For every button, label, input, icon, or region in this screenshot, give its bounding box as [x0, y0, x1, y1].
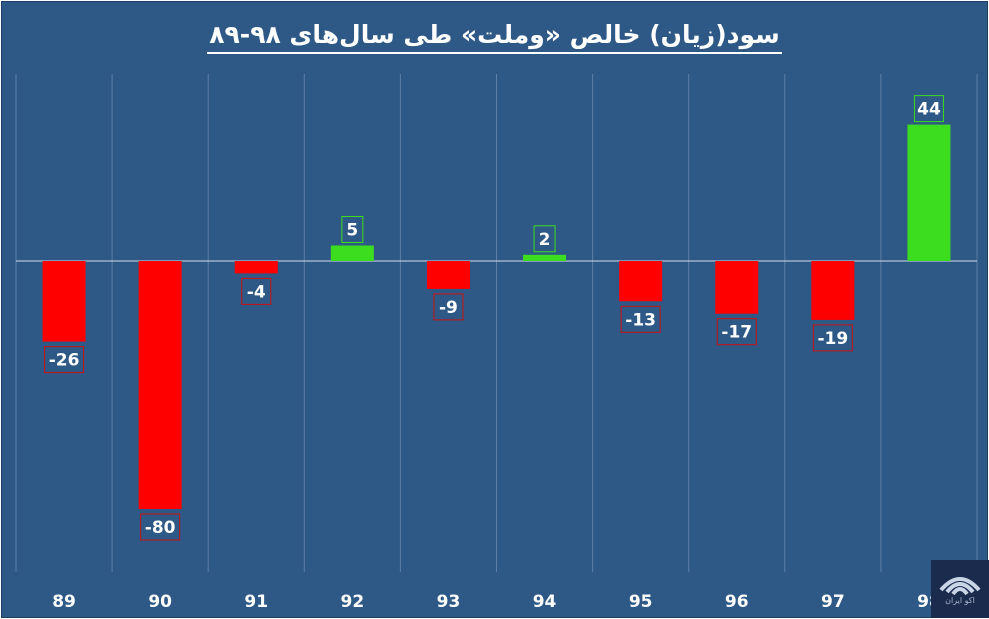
bar: [42, 261, 86, 342]
x-tick-label: 95: [629, 592, 653, 612]
data-label-box: [812, 324, 853, 352]
bar: [234, 261, 278, 274]
data-labels: -26 -80 -4 5 -9 2 -13 -17 -19 44: [44, 95, 944, 541]
x-tick-label: 90: [148, 592, 172, 612]
data-label: 2: [539, 230, 551, 250]
data-label-box: [620, 305, 661, 333]
bar: [907, 124, 951, 261]
x-tick-label: 93: [437, 592, 461, 612]
data-label: 5: [346, 221, 358, 241]
data-label: -13: [625, 310, 656, 330]
data-label-box: [44, 346, 85, 374]
data-label: 44: [917, 100, 941, 120]
data-label-box: [241, 277, 272, 305]
x-tick-label: 91: [244, 592, 268, 612]
data-label-box: [716, 318, 757, 346]
data-label: -19: [817, 329, 848, 349]
news-agency-logo-icon: [939, 577, 981, 596]
watermark-text: اکو ایران: [945, 596, 975, 605]
chart-title-container: سود(زیان) خالص «وملت» طی سال‌های ۹۸-۸۹: [2, 20, 987, 54]
x-tick-label: 92: [341, 592, 365, 612]
bar: [619, 261, 663, 302]
data-label-box: [140, 513, 181, 541]
data-label: -26: [49, 351, 80, 371]
data-label: -17: [721, 323, 752, 343]
watermark-logo: اکو ایران: [931, 560, 989, 618]
bar: [426, 261, 470, 289]
bar: [715, 261, 759, 314]
x-tick-label: 96: [725, 592, 749, 612]
bars: [42, 124, 951, 509]
chart-title: سود(زیان) خالص «وملت» طی سال‌های ۹۸-۸۹: [207, 20, 782, 54]
data-label-box: [433, 293, 464, 321]
data-label: -80: [145, 518, 176, 538]
data-label-box: [913, 95, 944, 123]
data-label-box: [533, 225, 556, 253]
x-axis-ticks: 89 90 91 92 93 94 95 96 97 98: [52, 592, 941, 612]
x-tick-label: 97: [821, 592, 845, 612]
data-label: -9: [439, 298, 458, 318]
x-tick-label: 94: [533, 592, 557, 612]
data-label: -4: [247, 282, 266, 302]
bar: [330, 245, 374, 261]
bar: [523, 254, 567, 261]
x-tick-label: 89: [52, 592, 76, 612]
bar: [811, 261, 855, 320]
bar: [138, 261, 182, 509]
data-label-box: [341, 216, 364, 243]
